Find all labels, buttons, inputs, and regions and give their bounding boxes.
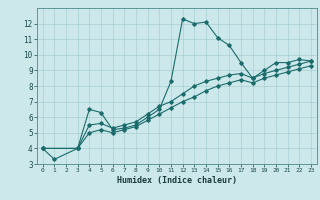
X-axis label: Humidex (Indice chaleur): Humidex (Indice chaleur) [117,176,237,185]
